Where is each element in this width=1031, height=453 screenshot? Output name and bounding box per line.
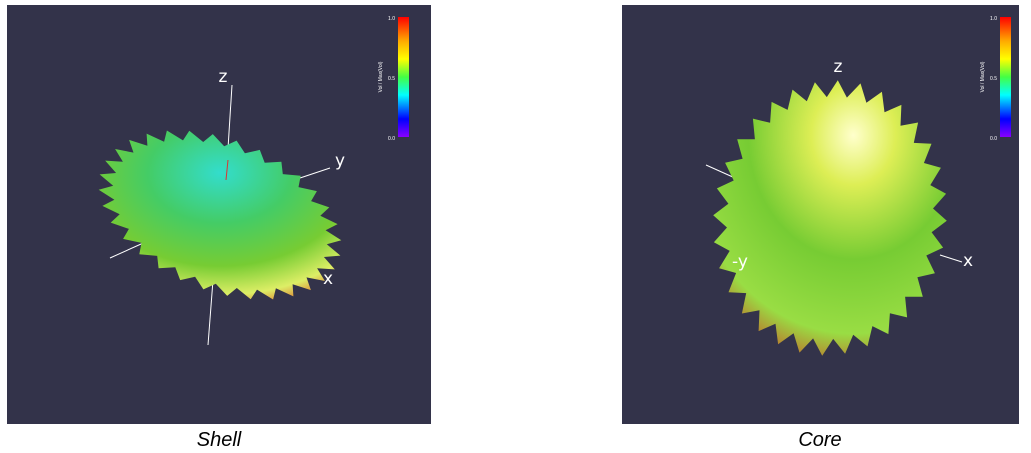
caption: Shell xyxy=(197,429,242,451)
axis-label: y xyxy=(335,151,345,171)
colorbar xyxy=(398,17,409,137)
colorbar-tick: 0.0 xyxy=(388,136,395,142)
caption: Core xyxy=(798,429,841,451)
figure: z y x 1.0 0.5 0.0 Vol / Max(Vol) Shell z -y x 1.0 0.… xyxy=(0,0,1031,453)
page: {"panels": [ {"axis_labels": ["z", "y", … xyxy=(0,0,1031,453)
axis-label: z xyxy=(219,67,228,87)
colorbar-tick: 0.0 xyxy=(990,136,997,142)
colorbar-label: Vol / Max(Vol) xyxy=(378,61,384,92)
colorbar xyxy=(1000,17,1011,137)
colorbar-tick: 1.0 xyxy=(388,16,395,22)
axis-label: x xyxy=(323,269,333,289)
axis-label: z xyxy=(834,57,843,77)
colorbar-tick: 0.5 xyxy=(388,76,395,82)
colorbar-tick: 1.0 xyxy=(990,16,997,22)
colorbar-label: Vol / Max(Vol) xyxy=(980,61,986,92)
axis-label: x xyxy=(963,251,973,271)
axis-label: -y xyxy=(732,252,748,272)
colorbar-tick: 0.5 xyxy=(990,76,997,82)
